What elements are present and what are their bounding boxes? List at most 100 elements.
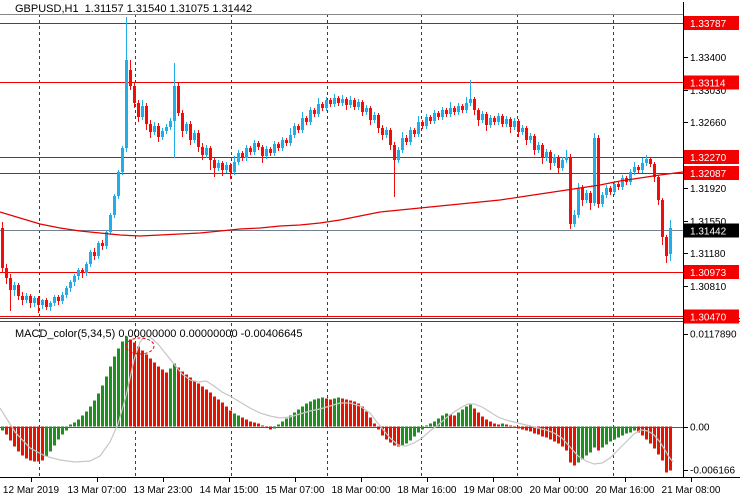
candle-body [5,268,8,278]
macd-histogram-bar [325,398,328,427]
candle-body [145,106,148,124]
candle-body [457,106,460,112]
candle-body [33,298,36,303]
macd-histogram-bar [357,403,360,427]
macd-histogram-bar [665,426,668,473]
candle-body [353,100,356,107]
candle-body [621,178,624,187]
macd-histogram-bar [637,426,640,433]
macd-histogram-bar [269,426,272,430]
candle-body [53,297,56,303]
candle-body [329,100,332,104]
macd-histogram-bar [489,421,492,427]
macd-histogram-bar [245,419,248,427]
price-line-label: 1.33787 [690,19,727,30]
candle-body [385,130,388,135]
macd-histogram-bar [625,426,628,434]
candle-body [313,110,316,114]
candle-body [257,143,260,147]
candle-body [553,157,556,163]
candle-body [441,110,444,117]
price-line-label: 1.32087 [690,169,727,180]
candle-body [297,126,300,130]
candle-body [281,140,284,148]
candle-body [253,143,256,152]
macd-histogram-bar [633,426,636,431]
time-tick-label: 19 Mar 08:00 [464,485,523,496]
price-line-label-box [684,309,739,324]
macd-histogram-bar [185,374,188,427]
candle-body [165,127,168,131]
candle-body [81,270,84,273]
macd-histogram-bar [113,356,116,427]
macd-histogram-bar [473,408,476,427]
macd-histogram-bar [13,426,16,447]
macd-histogram-bar [181,371,184,427]
macd-histogram-bar [321,397,324,427]
macd-histogram-bar [405,426,408,444]
candle-body [89,252,92,264]
candle-body [269,149,272,153]
candle-body [425,117,428,126]
candle-body [561,160,564,168]
macd-histogram-bar [73,422,76,427]
macd-histogram-bar [349,400,352,427]
candle-body [217,163,220,168]
macd-histogram-bar [629,426,632,433]
macd-histogram-bar [45,426,48,457]
candle-body [537,145,540,150]
macd-histogram-bar [589,426,592,453]
candle-body [417,122,420,134]
macd-histogram-bar [33,426,36,462]
macd-histogram-bar [597,426,600,451]
candle-body [21,296,24,300]
macd-histogram-bar [497,424,500,427]
price-line-label-box [684,223,739,238]
macd-histogram-bar [481,416,484,427]
candle-body [573,215,576,224]
candle-body [57,297,60,301]
macd-histogram-bar [521,426,524,430]
macd-histogram-bar [293,412,296,427]
macd-histogram-bar [193,380,196,427]
macd-histogram-bar [513,426,516,428]
time-tick-label: 13 Mar 23:00 [134,485,193,496]
macd-histogram-bar [169,368,172,427]
macd-histogram-bar [97,393,100,427]
candle-body [565,157,568,160]
time-tick-label: 18 Mar 16:00 [398,485,457,496]
macd-histogram-bar [505,424,508,427]
candle-body [617,184,620,187]
macd-histogram-bar [201,386,204,427]
macd-histogram-bar [545,426,548,438]
macd-axis-label: 0.00 [690,423,710,434]
macd-histogram-bar [261,425,264,427]
candle-body [105,232,108,246]
candle-body [233,162,236,172]
macd-histogram-bar [205,389,208,427]
candle-body [285,140,288,143]
candle-body [249,148,252,152]
macd-histogram-bar [397,426,400,447]
price-line-label-box [684,15,739,30]
price-tick-label: 1.30810 [690,282,727,293]
candle-body [97,243,100,256]
macd-histogram-bar [381,426,384,436]
macd-histogram-bar [421,426,424,430]
macd-histogram-bar [309,401,312,427]
macd-histogram-bar [65,426,68,431]
macd-histogram-bar [529,426,532,432]
macd-histogram-bar [449,414,452,427]
macd-histogram-bar [249,421,252,427]
macd-histogram-bar [353,401,356,427]
candle-body [93,252,96,256]
macd-histogram-bar [661,426,664,461]
macd-indicator-title: MACD_color(5,34,5) 0.00000000 0.00000000… [15,328,303,340]
macd-histogram-bar [365,411,368,427]
candle-body [185,124,188,131]
macd-histogram-bar [145,354,148,427]
candle-body [401,138,404,150]
time-tick-label: 12 Mar 2019 [3,485,60,496]
candle-body [109,215,112,232]
